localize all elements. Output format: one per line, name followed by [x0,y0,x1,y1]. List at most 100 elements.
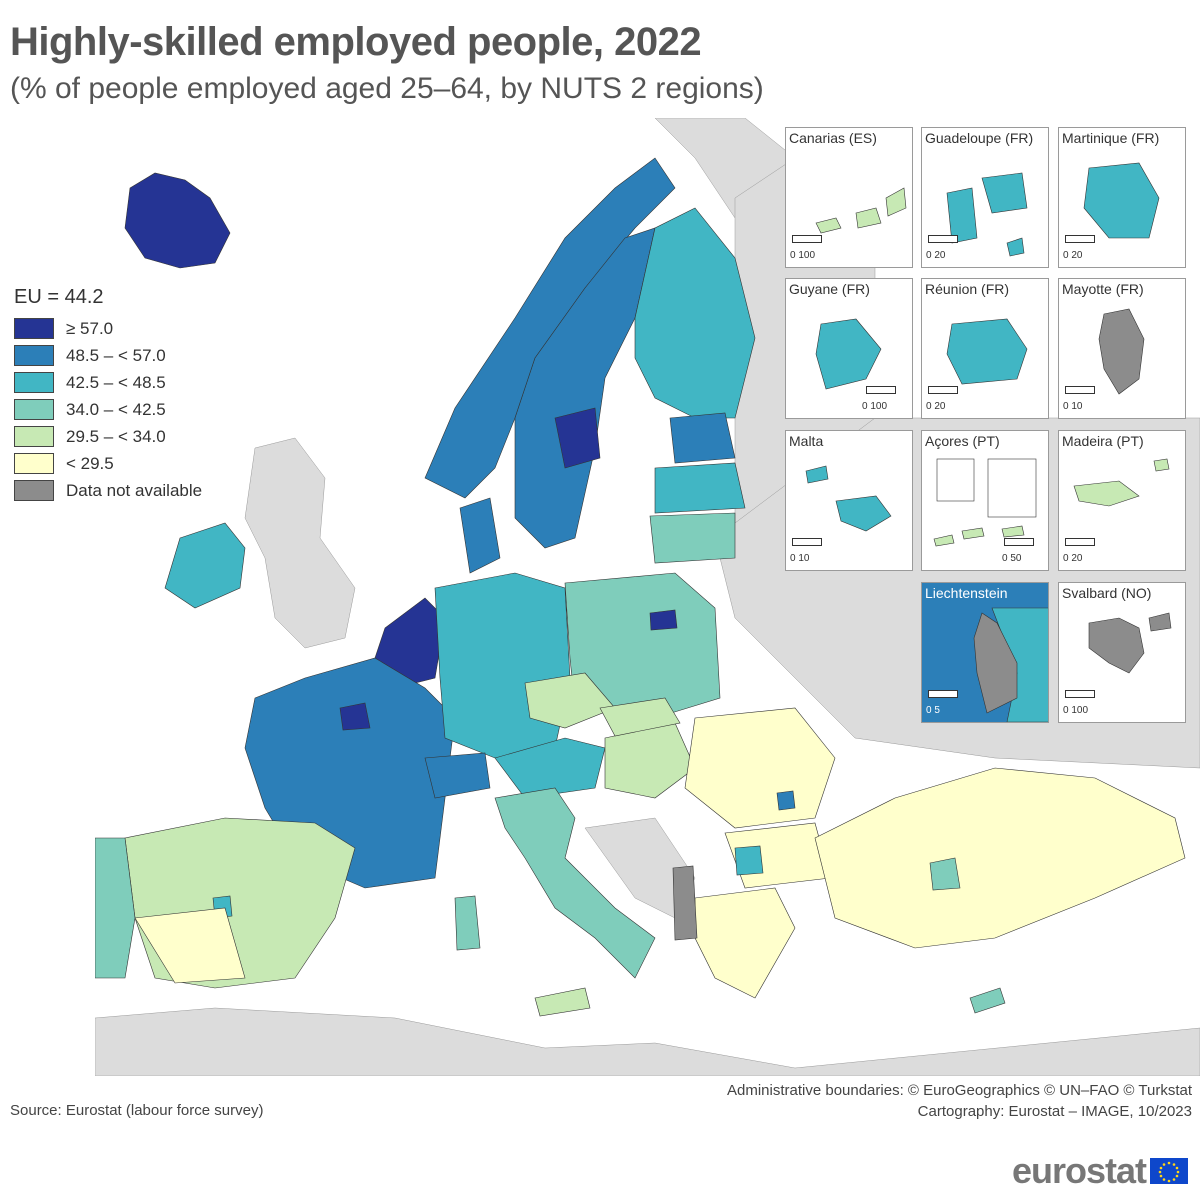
region-slovakia [599,697,681,737]
inset-title: Guadeloupe (FR) [925,130,1034,146]
subinset-frame [987,458,1037,518]
island-shape [1073,458,1170,507]
scale-label: 0 10 [790,553,810,564]
legend-swatch [14,480,54,501]
inset-map [1073,458,1170,507]
inset-reunion: Réunion (FR) 0 20 [921,278,1049,419]
region-latvia [654,462,746,514]
inset-title: Mayotte (FR) [1062,281,1144,297]
region-denmark [459,497,501,574]
inset-title: Liechtenstein [925,585,1008,601]
scale-label: 0 20 [926,250,946,261]
region-estonia [669,412,736,464]
subinset-frame [936,458,975,502]
scale-bar [792,235,822,243]
scale-label: 0 100 [790,250,816,261]
inset-madeira: Madeira (PT) 0 20 [1058,430,1186,571]
legend-label: ≥ 57.0 [66,318,114,338]
region-sicily [534,987,591,1017]
region-austria [494,737,606,799]
region-warsaw [649,609,678,631]
uk-land [244,437,356,649]
scale-bar [1065,386,1095,394]
legend-swatch [14,318,54,339]
inset-map [1088,612,1172,674]
inset-title: Martinique (FR) [1062,130,1160,146]
region-shape [815,318,882,390]
region-italy [494,787,656,979]
legend-item: 48.5 – < 57.0 [14,342,254,369]
region-bucharest [776,790,796,811]
legend-swatch [14,372,54,393]
region-switzerland [424,752,491,799]
scale-bar [928,235,958,243]
region-stockholm [554,407,601,469]
inset-map [815,187,907,234]
inset-map [933,458,1037,547]
legend-swatch [14,453,54,474]
legend-label: < 29.5 [66,453,114,473]
map-title: Highly-skilled employed people, 2022 [10,20,702,64]
legend-item: 29.5 – < 34.0 [14,423,254,450]
region-ankara [929,857,961,891]
eu-stars [1158,1161,1180,1183]
scale-bar [1065,538,1095,546]
legend-item: 34.0 – < 42.5 [14,396,254,423]
inset-liechtenstein: Liechtenstein 0 5 [921,582,1049,723]
legend-title: EU = 44.2 [14,286,104,308]
inset-guadeloupe: Guadeloupe (FR) 0 20 [921,127,1049,268]
region-turkey [814,767,1186,949]
island-shape [1088,612,1172,674]
inset-acores: Açores (PT) 0 50 [921,430,1049,571]
island-shape [946,172,1028,257]
scale-bar [866,386,896,394]
island-shape [1083,162,1160,239]
inset-guyane: Guyane (FR) 0 100 [785,278,913,419]
legend-item: ≥ 57.0 [14,315,254,342]
region-portugal [95,837,136,979]
eurostat-logo: eurostat [1012,1150,1188,1192]
scale-label: 0 5 [926,705,940,716]
region-shape [973,612,1018,714]
logo-text: eurostat [1011,1150,1147,1191]
region-germany [434,572,571,759]
scale-bar [1065,235,1095,243]
inset-malta: Malta 0 10 [785,430,913,571]
scale-label: 0 100 [862,401,888,412]
legend-item: Data not available [14,477,254,504]
legend-swatch [14,426,54,447]
scale-label: 0 50 [1002,553,1022,564]
island-shape [946,318,1028,385]
legend-item: < 29.5 [14,450,254,477]
inset-map [805,465,892,532]
region-sofia [734,845,764,876]
region-spain-south [134,907,246,984]
region-romania [684,707,836,829]
island-shape [933,525,1025,547]
inset-title: Madeira (PT) [1062,433,1144,449]
legend-swatch [14,399,54,420]
legend-label: 48.5 – < 57.0 [66,345,166,365]
region-paris [339,702,371,731]
scale-bar [1065,690,1095,698]
inset-mayotte: Mayotte (FR) 0 10 [1058,278,1186,419]
inset-title: Canarias (ES) [789,130,877,146]
scale-bar [928,690,958,698]
region-finland [634,207,756,419]
map-subtitle: (% of people employed aged 25–64, by NUT… [10,72,764,105]
legend: EU = 44.2 ≥ 57.0 48.5 – < 57.0 42.5 – < … [14,286,254,504]
region-lithuania [649,512,736,564]
inset-map [1098,308,1145,395]
region-iceland [124,172,231,269]
eu-flag-icon [1150,1158,1188,1184]
island-shape [815,187,907,234]
legend-item: 42.5 – < 48.5 [14,369,254,396]
legend-label: Data not available [66,480,203,500]
inset-title: Réunion (FR) [925,281,1010,297]
region-greece [694,887,796,999]
inset-title: Guyane (FR) [789,281,870,297]
region-sardinia [454,895,481,951]
legend-label: 34.0 – < 42.5 [66,399,166,419]
north-africa-land [95,1007,1200,1076]
scale-bar [1004,538,1034,546]
